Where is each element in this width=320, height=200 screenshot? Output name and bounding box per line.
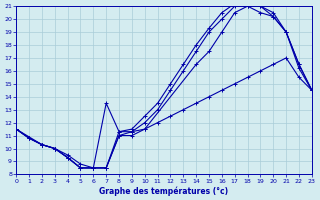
X-axis label: Graphe des températures (°c): Graphe des températures (°c): [100, 186, 228, 196]
